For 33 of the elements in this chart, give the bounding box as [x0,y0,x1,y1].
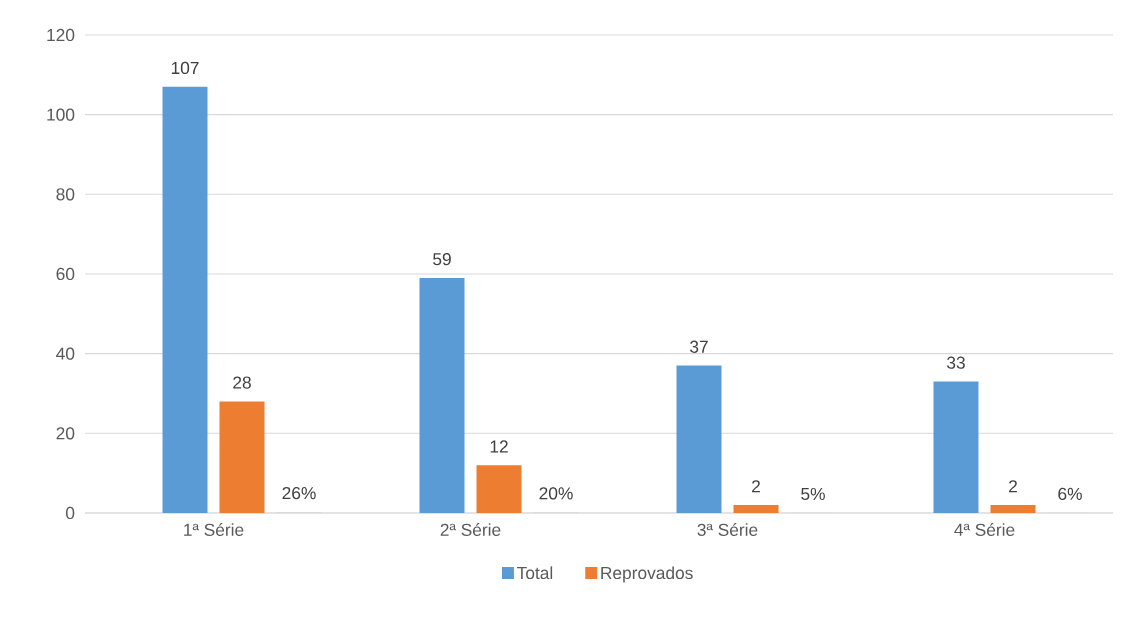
bar [162,86,208,513]
x-tick-label: 4ª Série [954,523,1015,536]
data-label: 6% [1058,487,1082,501]
x-tick-label: 2ª Série [440,523,501,536]
data-label: 20% [539,487,573,500]
y-tick-label: 120 [47,28,75,42]
data-label: 28 [233,376,251,389]
bar [990,505,1036,513]
x-tick-label: 1ª Série [184,523,244,536]
data-label: 2 [752,480,760,493]
y-tick-label: 20 [56,427,75,440]
data-label: 107 [171,61,199,75]
bar [419,277,465,513]
bar [476,465,522,513]
y-tick-label: 0 [65,506,75,520]
y-tick-label: 40 [56,347,75,360]
y-tick-label: 60 [56,267,75,281]
data-label: 37 [690,340,708,353]
legend-label: Reprovados [601,566,693,583]
data-label: 12 [490,440,508,453]
data-label: 5% [801,487,825,501]
y-tick-label: 100 [47,108,75,121]
x-tick-label: 3ª Série [697,523,758,536]
data-label: 2 [1009,480,1017,493]
bar [219,401,265,513]
bar [933,381,979,513]
legend-label: Total [517,566,553,580]
data-label: 26% [282,486,316,500]
bar [733,505,779,513]
bar [676,365,722,513]
y-tick-label: 80 [56,188,75,201]
data-label: 59 [433,252,451,266]
data-label: 33 [947,356,965,369]
